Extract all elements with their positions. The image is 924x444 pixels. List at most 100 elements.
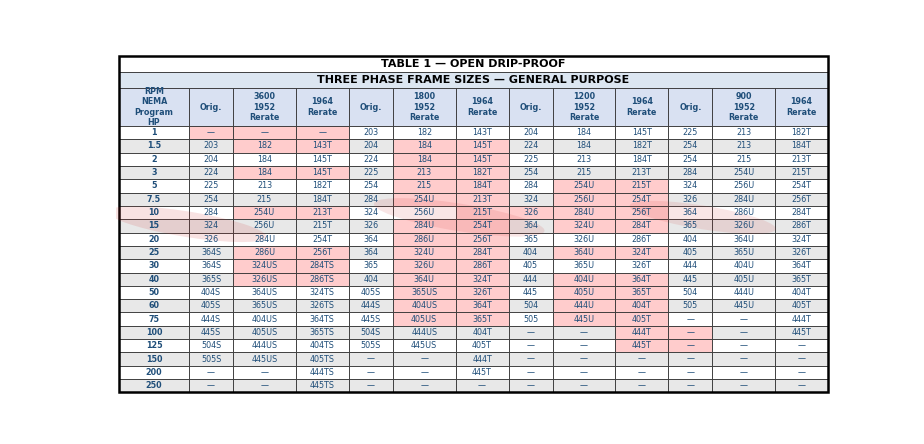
Text: 1800
1952
Rerate: 1800 1952 Rerate bbox=[409, 92, 440, 122]
Bar bbox=[668, 88, 712, 126]
Text: —: — bbox=[580, 381, 588, 390]
Text: Orig.: Orig. bbox=[519, 103, 541, 111]
Text: 326U: 326U bbox=[574, 235, 594, 244]
Text: 254: 254 bbox=[203, 195, 219, 204]
Text: 900
1952
Rerate: 900 1952 Rerate bbox=[728, 92, 759, 122]
Text: 326U: 326U bbox=[733, 222, 754, 230]
Text: 30: 30 bbox=[149, 262, 160, 270]
Text: 213: 213 bbox=[736, 142, 751, 151]
Text: 404U: 404U bbox=[734, 262, 754, 270]
Text: 444US: 444US bbox=[411, 328, 437, 337]
Text: 365US: 365US bbox=[411, 288, 437, 297]
Bar bbox=[712, 126, 775, 139]
Text: 215T: 215T bbox=[632, 182, 651, 190]
Bar bbox=[233, 339, 296, 353]
Bar bbox=[668, 299, 712, 313]
Text: 505: 505 bbox=[683, 301, 698, 310]
Text: 505: 505 bbox=[523, 315, 538, 324]
Bar bbox=[189, 353, 233, 366]
Bar bbox=[348, 206, 393, 219]
Text: 365: 365 bbox=[683, 222, 698, 230]
Text: 445T: 445T bbox=[632, 341, 651, 350]
Bar bbox=[296, 353, 348, 366]
Text: 284T: 284T bbox=[632, 222, 651, 230]
Text: 324TS: 324TS bbox=[310, 288, 334, 297]
Bar bbox=[508, 379, 553, 392]
Text: 405T: 405T bbox=[792, 301, 811, 310]
Bar bbox=[456, 126, 508, 139]
Bar bbox=[712, 166, 775, 179]
Bar bbox=[456, 286, 508, 299]
Bar bbox=[456, 193, 508, 206]
Bar bbox=[508, 139, 553, 153]
Text: 284U: 284U bbox=[733, 195, 754, 204]
Text: 404T: 404T bbox=[472, 328, 492, 337]
Text: 324: 324 bbox=[203, 222, 219, 230]
Bar bbox=[296, 379, 348, 392]
Text: 364U: 364U bbox=[734, 235, 754, 244]
Bar bbox=[775, 219, 828, 233]
Text: 145T: 145T bbox=[632, 128, 651, 137]
Text: 324U: 324U bbox=[574, 222, 594, 230]
Text: 40: 40 bbox=[149, 275, 160, 284]
Bar bbox=[119, 273, 189, 286]
Bar bbox=[668, 379, 712, 392]
Bar bbox=[189, 286, 233, 299]
Text: 1964
Rerate: 1964 Rerate bbox=[626, 97, 657, 117]
Text: Orig.: Orig. bbox=[359, 103, 382, 111]
Bar bbox=[296, 233, 348, 246]
Text: 364U: 364U bbox=[574, 248, 594, 257]
Bar bbox=[393, 339, 456, 353]
Text: —: — bbox=[740, 368, 748, 377]
Bar bbox=[348, 353, 393, 366]
Bar bbox=[712, 233, 775, 246]
Text: 182: 182 bbox=[257, 142, 272, 151]
Text: 145T: 145T bbox=[312, 168, 333, 177]
Bar bbox=[553, 313, 615, 326]
Bar bbox=[553, 233, 615, 246]
Text: 444US: 444US bbox=[251, 341, 277, 350]
Bar bbox=[348, 88, 393, 126]
Text: 254U: 254U bbox=[254, 208, 275, 217]
Text: THREE PHASE FRAME SIZES — GENERAL PURPOSE: THREE PHASE FRAME SIZES — GENERAL PURPOS… bbox=[318, 75, 629, 85]
Text: 404: 404 bbox=[683, 235, 698, 244]
Bar bbox=[393, 219, 456, 233]
Bar bbox=[393, 379, 456, 392]
Bar bbox=[712, 313, 775, 326]
Bar bbox=[348, 313, 393, 326]
Text: 213: 213 bbox=[417, 168, 432, 177]
Bar bbox=[668, 139, 712, 153]
Bar bbox=[119, 72, 828, 88]
Text: —: — bbox=[367, 381, 375, 390]
Bar bbox=[668, 233, 712, 246]
Bar bbox=[393, 299, 456, 313]
Text: 184: 184 bbox=[257, 168, 272, 177]
Bar bbox=[393, 139, 456, 153]
Text: 284: 284 bbox=[523, 182, 538, 190]
Bar bbox=[775, 353, 828, 366]
Bar bbox=[456, 219, 508, 233]
Text: —: — bbox=[687, 368, 694, 377]
Bar bbox=[233, 126, 296, 139]
Bar bbox=[456, 379, 508, 392]
Bar bbox=[119, 88, 189, 126]
Bar bbox=[456, 326, 508, 339]
Text: 505S: 505S bbox=[201, 355, 221, 364]
Text: 254T: 254T bbox=[472, 222, 492, 230]
Bar bbox=[775, 379, 828, 392]
Bar bbox=[296, 246, 348, 259]
Bar bbox=[119, 233, 189, 246]
Bar bbox=[775, 299, 828, 313]
Text: —: — bbox=[207, 381, 215, 390]
Bar bbox=[668, 353, 712, 366]
Bar bbox=[348, 233, 393, 246]
Text: 203: 203 bbox=[203, 142, 219, 151]
Text: —: — bbox=[687, 328, 694, 337]
Bar bbox=[775, 313, 828, 326]
Bar bbox=[668, 219, 712, 233]
Bar bbox=[456, 139, 508, 153]
Bar bbox=[615, 273, 668, 286]
Bar bbox=[119, 339, 189, 353]
Text: 404: 404 bbox=[523, 248, 538, 257]
Text: 326T: 326T bbox=[632, 262, 651, 270]
